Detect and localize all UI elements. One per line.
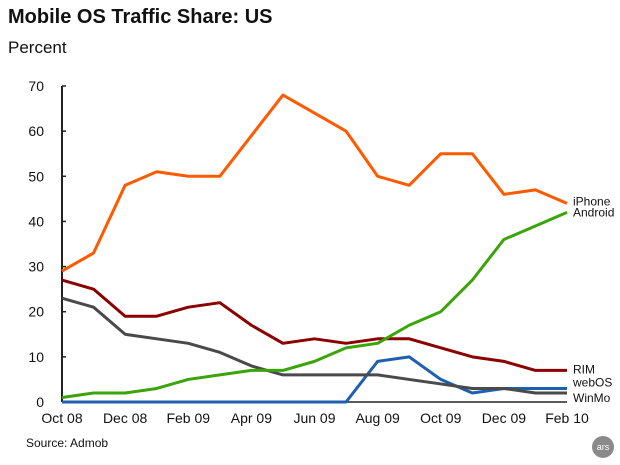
x-tick-label: Jun 09 — [293, 410, 335, 426]
y-tick-label: 20 — [28, 304, 44, 320]
x-tick-label: Feb 09 — [166, 410, 210, 426]
x-tick-label: Apr 09 — [231, 410, 272, 426]
series-line-webos — [62, 355, 567, 404]
y-axis-label: Percent — [8, 38, 67, 57]
series-line-android — [61, 211, 568, 399]
legend-label-webos: webOS — [572, 375, 612, 389]
x-tick-label: Dec 09 — [482, 410, 527, 426]
series-line-winmo — [61, 296, 567, 395]
y-tick-label: 70 — [28, 78, 44, 94]
y-tick-label: 40 — [28, 213, 44, 229]
y-tick-label: 60 — [28, 123, 44, 139]
series-line-iphone — [61, 93, 568, 273]
x-tick-label: Oct 09 — [420, 410, 461, 426]
x-tick-label: Dec 08 — [103, 410, 148, 426]
y-tick-label: 30 — [28, 259, 44, 275]
y-tick-label: 0 — [36, 394, 44, 410]
legend-label-iphone: iPhone — [573, 194, 611, 208]
source-note: Source: Admob — [26, 436, 109, 450]
legend-label-winmo: WinMo — [573, 391, 611, 405]
x-tick-label: Feb 10 — [545, 410, 589, 426]
chart-title: Mobile OS Traffic Share: US — [8, 6, 273, 28]
legend-label-android: Android — [573, 205, 614, 219]
y-tick-label: 10 — [28, 349, 44, 365]
x-tick-label: Aug 09 — [355, 410, 400, 426]
x-tick-label: Oct 08 — [41, 410, 82, 426]
ars-logo: ars — [592, 436, 614, 458]
y-tick-label: 50 — [28, 168, 44, 184]
legend-label-rim: RIM — [573, 362, 595, 376]
series-line-rim — [61, 278, 567, 372]
